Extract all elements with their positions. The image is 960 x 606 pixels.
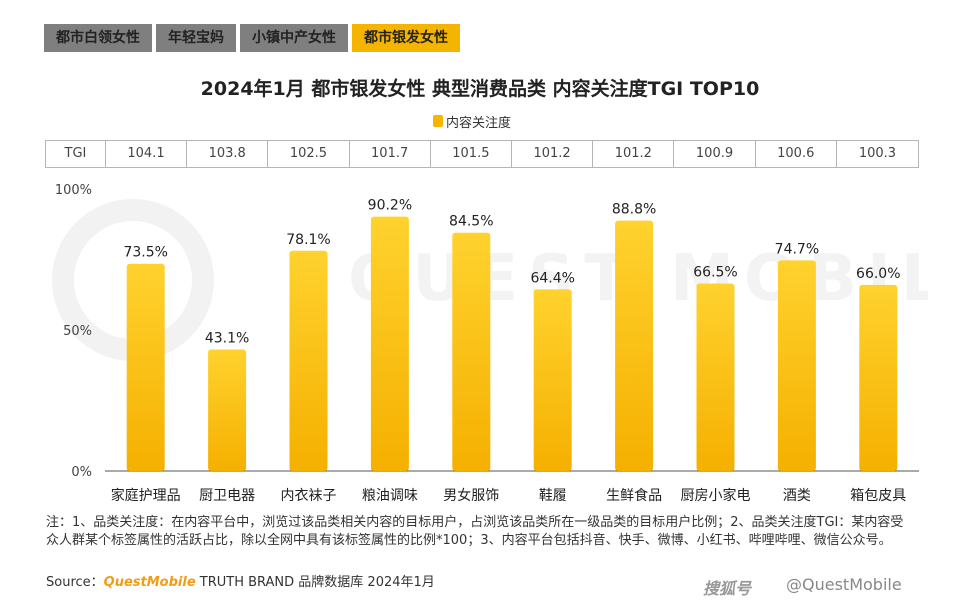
y-tick-label: 0% <box>71 465 92 480</box>
data-label: 84.5% <box>449 214 493 230</box>
data-label: 74.7% <box>775 241 819 257</box>
source-rest: TRUTH BRAND 品牌数据库 2024年1月 <box>195 575 435 590</box>
category-label: 粮油调味 <box>362 488 418 504</box>
legend-swatch <box>433 115 443 127</box>
category-label: 生鲜食品 <box>606 487 662 504</box>
tgi-value: 101.2 <box>512 141 594 167</box>
data-label: 43.1% <box>205 330 249 346</box>
bar <box>859 284 898 471</box>
category-label: 家庭护理品 <box>111 487 181 504</box>
bar <box>208 349 247 471</box>
data-label: 64.4% <box>530 270 574 286</box>
bar <box>289 250 328 471</box>
bar <box>696 283 735 471</box>
bar <box>370 216 409 471</box>
y-tick-label: 50% <box>63 324 92 339</box>
source-line: Source：QuestMobile TRUTH BRAND 品牌数据库 202… <box>46 571 435 590</box>
source-prefix: Source： <box>46 575 104 590</box>
bar <box>126 263 165 471</box>
data-label: 78.1% <box>286 232 330 248</box>
data-label: 73.5% <box>123 245 167 261</box>
category-label: 箱包皮具 <box>850 488 906 504</box>
footnote: 注：1、品类关注度：在内容平台中，浏览过该品类相关内容的目标用户，占浏览该品类所… <box>46 515 904 548</box>
category-label: 厨卫电器 <box>199 488 255 504</box>
category-label: 内衣袜子 <box>281 488 337 504</box>
tgi-value: 103.8 <box>187 141 269 167</box>
bar <box>452 232 491 471</box>
bar <box>615 220 654 471</box>
footer-credit: @QuestMobile <box>786 575 902 594</box>
tgi-value: 100.6 <box>756 141 837 167</box>
tgi-table: TGI 104.1 103.8 102.5 101.7 101.5 101.2 … <box>45 140 919 168</box>
tgi-header: TGI <box>46 141 106 167</box>
sohu-logo: 搜狐号 <box>703 579 752 598</box>
y-tick-label: 100% <box>55 183 92 198</box>
legend: 内容关注度 <box>433 112 512 131</box>
data-label: 66.0% <box>856 266 900 282</box>
tgi-value: 102.5 <box>268 141 350 167</box>
data-label: 88.8% <box>612 202 656 218</box>
tgi-value: 104.1 <box>106 141 188 167</box>
data-label: 66.5% <box>693 264 737 280</box>
tab-small-town-middle-class[interactable]: 小镇中产女性 <box>240 24 348 52</box>
tab-young-mothers[interactable]: 年轻宝妈 <box>156 24 236 52</box>
category-label: 酒类 <box>783 488 811 504</box>
tgi-value: 101.5 <box>431 141 512 167</box>
category-label: 厨房小家电 <box>681 487 751 504</box>
legend-label: 内容关注度 <box>446 115 512 131</box>
segment-tabs: 都市白领女性 年轻宝妈 小镇中产女性 都市银发女性 <box>44 24 464 52</box>
tgi-value: 100.9 <box>674 141 756 167</box>
tab-urban-silver-women[interactable]: 都市银发女性 <box>352 24 460 52</box>
tab-urban-white-collar[interactable]: 都市白领女性 <box>44 24 152 52</box>
tgi-value: 101.2 <box>593 141 675 167</box>
category-label: 男女服饰 <box>443 487 499 504</box>
bar <box>533 289 572 471</box>
data-label: 90.2% <box>368 198 412 214</box>
questmobile-brand: QuestMobile <box>103 575 196 590</box>
tgi-value: 100.3 <box>858 146 897 161</box>
bar <box>777 260 816 471</box>
tgi-value: 101.7 <box>350 141 431 167</box>
category-label: 鞋履 <box>539 488 567 504</box>
chart-title: 2024年1月 都市银发女性 典型消费品类 内容关注度TGI TOP10 <box>200 78 760 100</box>
